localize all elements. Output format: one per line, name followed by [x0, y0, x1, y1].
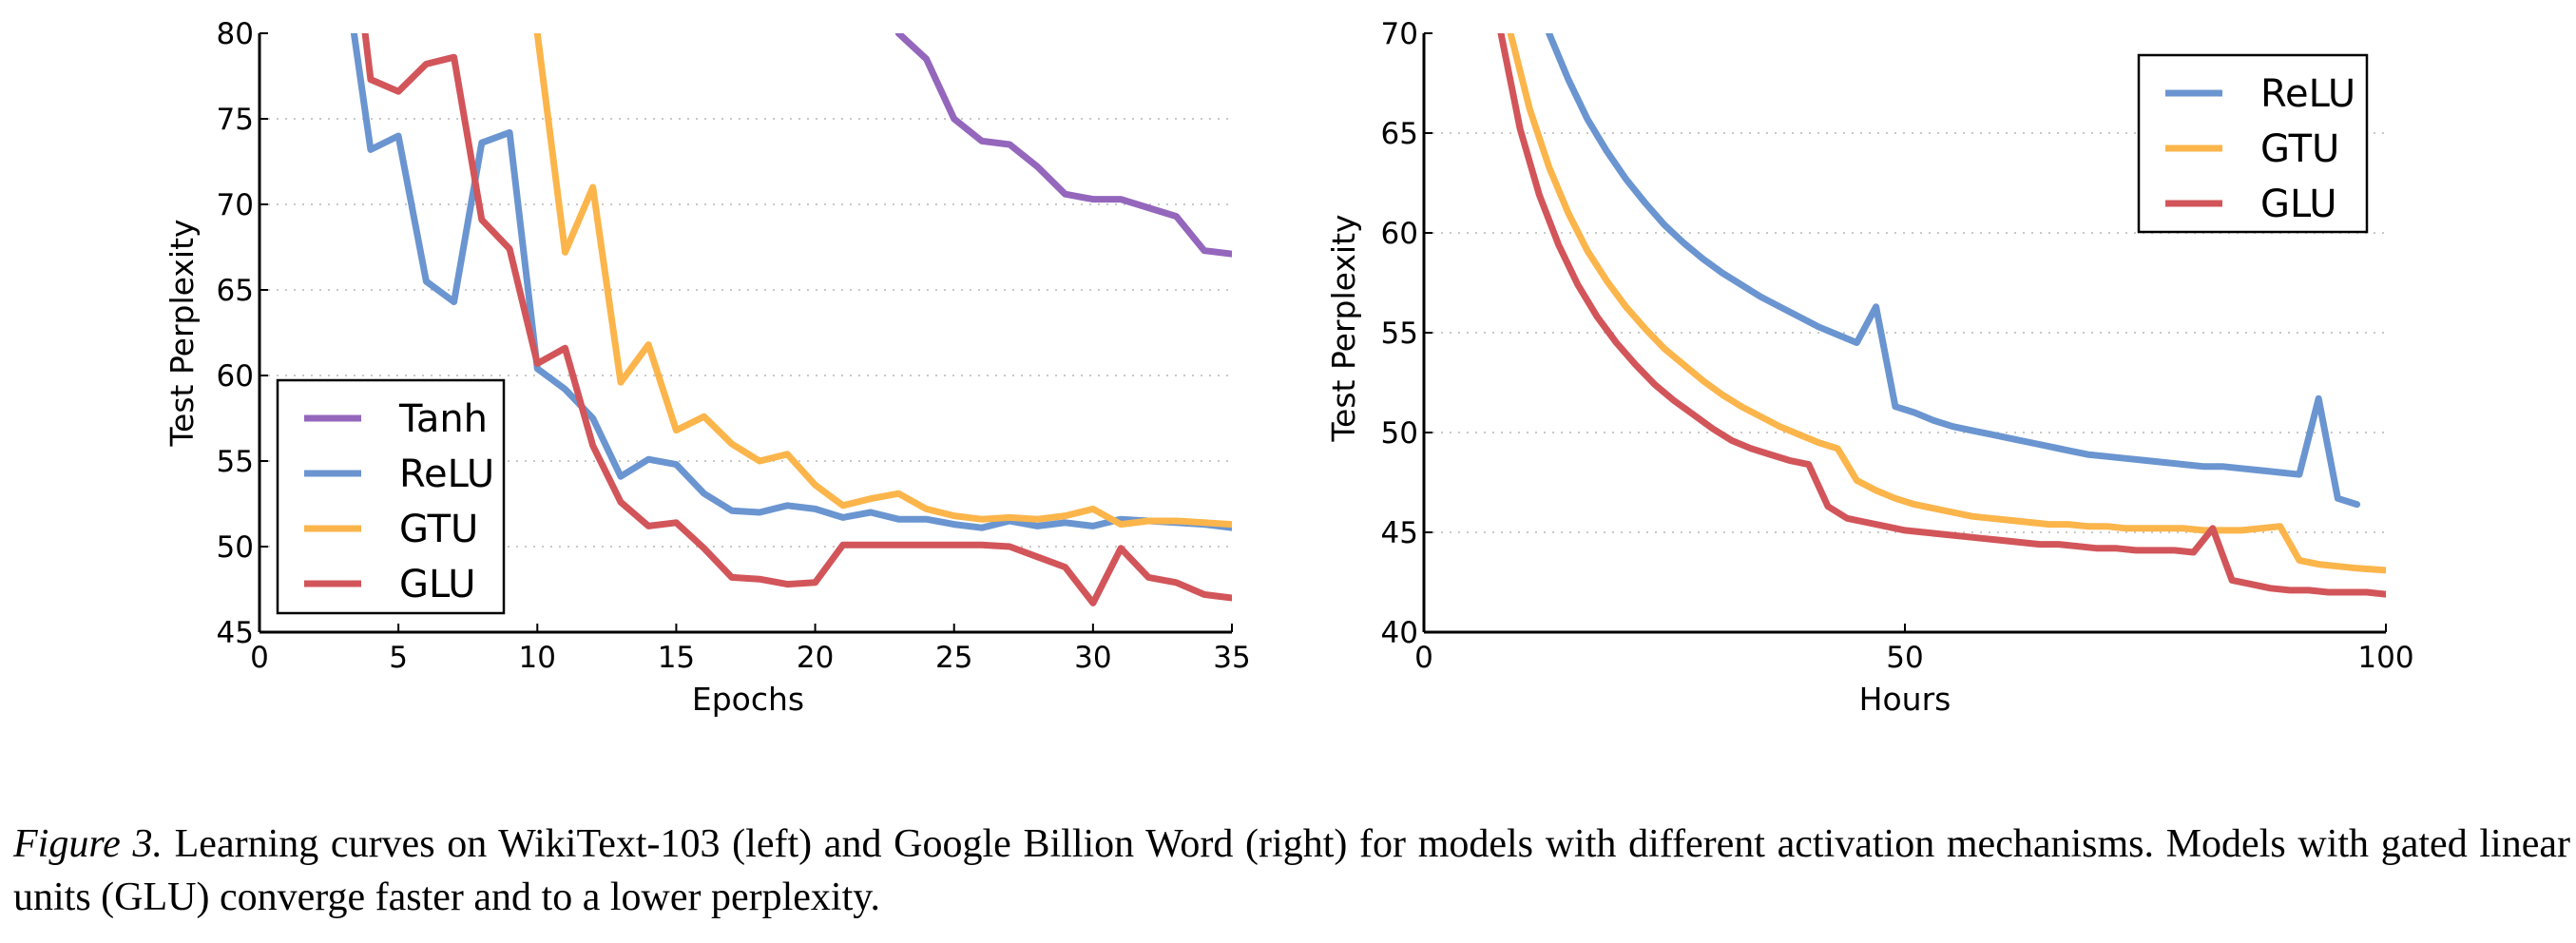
figure-caption: Figure 3. Learning curves on WikiText-10… [13, 818, 2570, 924]
y-axis-label: Test Perplexity [163, 219, 201, 447]
y-tick-label: 50 [217, 530, 254, 565]
x-tick-label: 0 [250, 641, 269, 675]
legend-label-glu: GLU [399, 563, 476, 606]
y-tick-label: 65 [217, 274, 254, 308]
y-tick-label: 55 [217, 445, 254, 479]
legend-label-glu: GLU [2260, 183, 2337, 226]
x-tick-label: 30 [1074, 641, 1111, 675]
y-tick-label: 55 [1381, 317, 1418, 351]
x-axis-label: Hours [1859, 681, 1951, 718]
caption-label: Figure 3. [13, 822, 163, 866]
y-tick-label: 40 [1381, 616, 1418, 650]
series-line-relu [1546, 33, 2361, 509]
wikitext-chart: Epochs Test Perplexity 0 5 10 15 20 25 30 35 45 5… [163, 17, 1251, 718]
x-tick-label: 15 [658, 641, 695, 675]
y-tick-label: 80 [217, 17, 254, 51]
caption-text: Learning curves on WikiText-103 (left) a… [13, 822, 2570, 919]
y-tick-label: 65 [1381, 117, 1418, 151]
series-line-gtu [533, 33, 1232, 529]
legend-label-tanh: Tanh [398, 397, 488, 441]
series-line-relu [350, 33, 1232, 531]
y-tick-label: 45 [1381, 516, 1418, 550]
series-line-gtu [1507, 33, 2386, 574]
x-tick-label: 25 [935, 641, 972, 675]
legend-label-gtu: GTU [399, 508, 478, 551]
x-tick-label: 10 [519, 641, 556, 675]
x-tick-label: 0 [1414, 641, 1433, 675]
plot-lines [350, 33, 1232, 606]
series-line-glu [361, 33, 1232, 606]
x-tick-label: 100 [2357, 641, 2413, 675]
billion-word-chart: Hours Test Perplexity 0 50 100 40 45 50 55 60 65… [1325, 17, 2414, 718]
legend-label-gtu: GTU [2260, 127, 2339, 171]
y-tick-label: 60 [1381, 217, 1418, 251]
series-line-tanh [894, 33, 1232, 258]
y-tick-label: 70 [1381, 17, 1418, 51]
x-tick-label: 35 [1213, 641, 1250, 675]
y-tick-label: 75 [217, 103, 254, 137]
y-tick-label: 60 [217, 359, 254, 394]
y-axis-label: Test Perplexity [1325, 214, 1362, 442]
y-tick-label: 45 [217, 616, 254, 650]
x-tick-label: 5 [389, 641, 408, 675]
legend-label-relu: ReLU [2260, 72, 2355, 116]
x-tick-label: 50 [1886, 641, 1923, 675]
x-axis-label: Epochs [692, 681, 804, 718]
legend-label-relu: ReLU [399, 452, 494, 496]
plot-lines [1497, 33, 2386, 598]
y-tick-label: 70 [217, 188, 254, 222]
series-line-glu [1497, 33, 2386, 598]
x-tick-label: 20 [797, 641, 834, 675]
y-tick-label: 50 [1381, 416, 1418, 451]
